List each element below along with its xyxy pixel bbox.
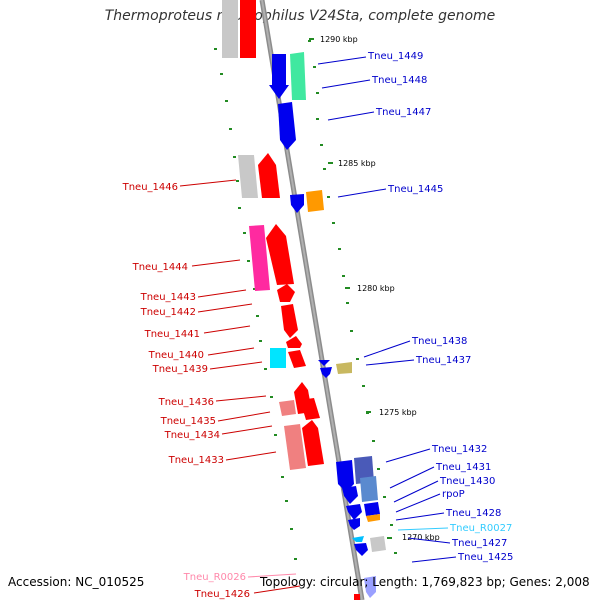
- tick-marks: [309, 38, 392, 539]
- gene-1449: [290, 52, 306, 100]
- gene-1429: [342, 486, 358, 504]
- gene-1431: [336, 460, 354, 492]
- gene-red-top: [240, 0, 256, 58]
- tick-label-1275: 1275 kbp: [379, 408, 417, 417]
- label-1432: Tneu_1432: [431, 444, 487, 455]
- label-1437: Tneu_1437: [415, 355, 471, 366]
- gene-1430: [360, 476, 378, 502]
- gene-bottom-red: [354, 594, 360, 600]
- gene-1447: [278, 102, 296, 150]
- label-1443: Tneu_1443: [140, 292, 196, 303]
- gene-1437: [336, 362, 352, 374]
- label-1427: Tneu_1427: [451, 538, 507, 549]
- gene-1438: [318, 360, 330, 366]
- gene-1442: [281, 304, 298, 338]
- label-1448: Tneu_1448: [371, 75, 427, 86]
- label-1436: Tneu_1436: [158, 397, 214, 408]
- label-1440: Tneu_1440: [148, 350, 204, 361]
- gene-1448: [269, 54, 289, 99]
- label-rpoP: rpoP: [442, 489, 465, 500]
- tick-label-1280: 1280 kbp: [357, 284, 395, 293]
- gene-features: [222, 0, 386, 600]
- leader-1426: [253, 585, 301, 594]
- gene-1435-red: [300, 398, 320, 420]
- gene-1445-orange: [306, 190, 324, 212]
- gene-1433: [302, 420, 324, 466]
- gene-1440: [288, 350, 306, 368]
- genome-title: Thermoproteus neutrophilus V24Sta, compl…: [104, 8, 496, 24]
- gene-1427: [354, 543, 368, 556]
- gene-1446-gray: [238, 155, 258, 198]
- label-1431: Tneu_1431: [435, 462, 491, 473]
- genome-info-text: Topology: circular; Length: 1,769,823 bp…: [260, 575, 590, 589]
- gene-1443: [277, 284, 295, 302]
- gene-1439: [270, 348, 286, 368]
- label-1446: Tneu_1446: [122, 182, 178, 193]
- label-R0026: Tneu_R0026: [183, 572, 246, 583]
- tick-label-1285: 1285 kbp: [338, 159, 376, 168]
- gene-1428a: [346, 504, 362, 520]
- leaders-left: [179, 179, 277, 461]
- label-1438: Tneu_1438: [411, 336, 467, 347]
- gene-1428c: [348, 518, 360, 530]
- tick-label-1270: 1270 kbp: [402, 533, 440, 542]
- gene-gray-top: [222, 0, 238, 58]
- label-1428: Tneu_1428: [445, 508, 501, 519]
- leader-R0026: [247, 573, 297, 578]
- accession-text: Accession: NC_010525: [8, 575, 145, 589]
- label-1442: Tneu_1442: [140, 307, 196, 318]
- label-1434: Tneu_1434: [164, 430, 220, 441]
- label-1447: Tneu_1447: [375, 107, 431, 118]
- gene-1437b: [320, 367, 332, 378]
- label-R0027: Tneu_R0027: [449, 523, 512, 534]
- label-1444: Tneu_1444: [132, 262, 188, 273]
- gene-1444: [266, 224, 294, 285]
- leader-R0027: [397, 527, 449, 531]
- leaders-right: [317, 56, 457, 563]
- label-1445: Tneu_1445: [387, 184, 443, 195]
- label-1435: Tneu_1435: [160, 416, 216, 427]
- label-1439: Tneu_1439: [152, 364, 208, 375]
- label-1449: Tneu_1449: [367, 51, 423, 62]
- gene-1428b: [364, 502, 380, 516]
- gene-1433-pink: [284, 424, 306, 470]
- gene-1444-mag: [249, 225, 270, 291]
- gene-1425: [364, 576, 376, 598]
- gene-1426-gray: [370, 536, 386, 552]
- label-1426: Tneu_1426: [194, 589, 250, 600]
- gene-1446: [258, 153, 280, 198]
- label-1441: Tneu_1441: [144, 329, 200, 340]
- label-1425: Tneu_1425: [457, 552, 513, 563]
- label-1430: Tneu_1430: [439, 476, 495, 487]
- gene-1435: [279, 400, 296, 416]
- gene-R0027: [352, 536, 364, 542]
- tick-label-1290: 1290 kbp: [320, 35, 358, 44]
- label-1433: Tneu_1433: [168, 455, 224, 466]
- gene-1445: [290, 194, 304, 213]
- gene-1428-orange: [366, 514, 380, 522]
- gene-1441: [286, 336, 302, 348]
